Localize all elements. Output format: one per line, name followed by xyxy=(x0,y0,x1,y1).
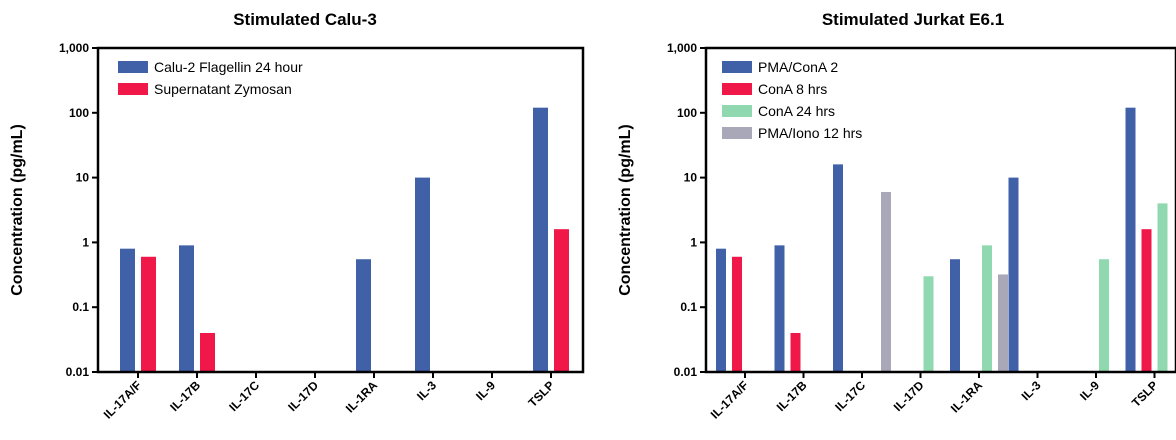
legend-swatch xyxy=(722,83,752,95)
legend-swatch xyxy=(722,105,752,117)
x-tick-label: IL-9 xyxy=(473,378,498,403)
x-tick-label: IL-3 xyxy=(1019,378,1044,403)
x-tick-label: IL-17B xyxy=(167,378,203,414)
bar xyxy=(950,259,960,372)
y-tick-label: 0.01 xyxy=(674,365,698,379)
bar xyxy=(881,191,891,372)
y-tick-label: 1,000 xyxy=(667,41,697,55)
x-tick-label: IL-17C xyxy=(226,378,262,414)
bar xyxy=(998,274,1008,372)
chart-jurkat: Stimulated Jurkat E6.1 Concentration (pg/… xyxy=(617,10,1176,422)
bar xyxy=(833,164,843,372)
bar xyxy=(790,332,801,372)
bar xyxy=(732,256,742,372)
legend-label: ConA 24 hrs xyxy=(758,103,835,119)
x-tick-label: IL-17C xyxy=(832,378,868,414)
y-axis-label: Concentration (pg/mL) xyxy=(617,124,634,296)
legend-swatch xyxy=(118,61,148,73)
y-tick-label: 1 xyxy=(82,235,89,249)
plot-frame xyxy=(704,46,1176,374)
y-tick-label: 100 xyxy=(69,106,89,120)
y-tick-label: 0.1 xyxy=(680,300,697,314)
x-tick-label: IL-17A/F xyxy=(101,378,144,421)
bar xyxy=(200,332,215,372)
bar xyxy=(120,248,135,372)
bar xyxy=(533,107,548,372)
bar xyxy=(982,245,992,372)
bar xyxy=(1157,203,1168,372)
bar xyxy=(356,259,371,372)
legend-swatch xyxy=(722,127,752,139)
legend-label: ConA 8 hrs xyxy=(758,81,827,97)
plot-frame xyxy=(96,46,585,374)
bar xyxy=(1099,259,1109,372)
y-axis-label: Concentration (pg/mL) xyxy=(9,124,26,296)
y-tick-label: 10 xyxy=(684,171,698,185)
y-tick-label: 0.01 xyxy=(66,365,90,379)
bar xyxy=(923,276,934,372)
bar xyxy=(1125,107,1136,372)
legend-swatch xyxy=(118,83,148,95)
bar xyxy=(554,229,569,372)
bar xyxy=(141,256,156,372)
bar xyxy=(774,245,785,372)
bar xyxy=(1008,177,1019,372)
x-tick-label: IL-17B xyxy=(774,378,810,414)
chart-title: Stimulated Jurkat E6.1 xyxy=(822,10,1004,29)
chart-calu3: Stimulated Calu-3 Concentration (pg/mL) 0.… xyxy=(9,10,585,422)
legend-label: PMA/Iono 12 hrs xyxy=(758,125,862,141)
x-tick-label: IL-17A/F xyxy=(708,378,751,421)
bar xyxy=(415,177,430,372)
x-tick-label: TSLP xyxy=(526,378,558,410)
legend-label: Supernatant Zymosan xyxy=(154,81,292,97)
x-tick-label: IL-1RA xyxy=(948,378,985,415)
y-tick-label: 100 xyxy=(677,106,697,120)
chart-title: Stimulated Calu-3 xyxy=(233,10,377,29)
legend-label: PMA/ConA 2 xyxy=(758,59,838,75)
x-tick-label: IL-1RA xyxy=(343,378,380,415)
bar xyxy=(716,248,726,372)
bar xyxy=(179,245,194,372)
y-tick-label: 1,000 xyxy=(59,41,89,55)
bar xyxy=(1141,229,1152,372)
x-tick-label: IL-17D xyxy=(285,378,321,414)
legend-swatch xyxy=(722,61,752,73)
y-tick-label: 0.1 xyxy=(72,300,89,314)
y-tick-label: 1 xyxy=(690,235,697,249)
x-tick-label: IL-9 xyxy=(1077,378,1102,403)
x-tick-label: IL-3 xyxy=(414,378,439,403)
x-tick-label: IL-17D xyxy=(891,378,927,414)
y-tick-label: 10 xyxy=(76,171,90,185)
x-tick-label: TSLP xyxy=(1129,378,1161,410)
legend-label: Calu-2 Flagellin 24 hour xyxy=(154,59,303,75)
